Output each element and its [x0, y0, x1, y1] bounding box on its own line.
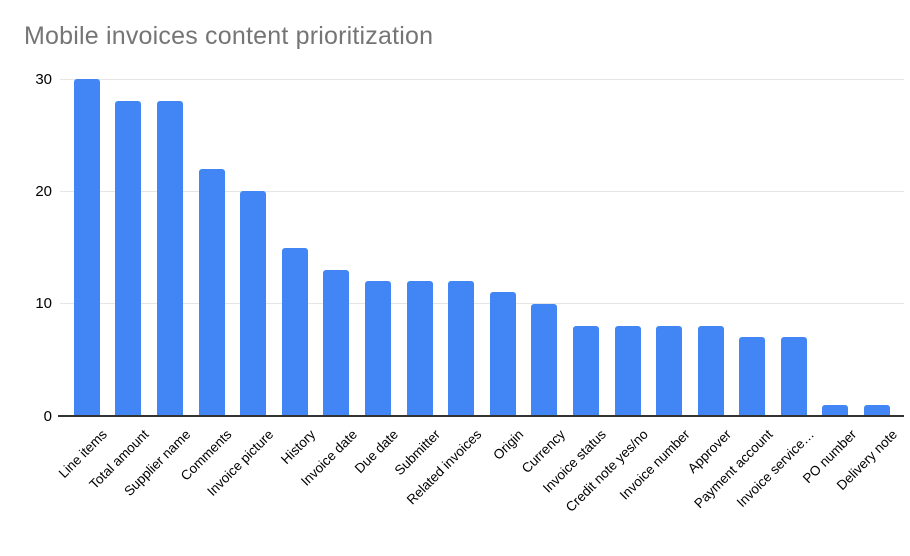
bar-slot	[316, 79, 358, 416]
bar-slot	[399, 79, 441, 416]
bar-due-date	[364, 281, 391, 416]
bar-invoice-status	[572, 326, 599, 416]
gridline-30	[60, 78, 904, 80]
bar-slot	[607, 79, 649, 416]
bar-slot	[357, 79, 399, 416]
bar-slot	[108, 79, 150, 416]
x-axis-line	[58, 415, 904, 417]
bar-total-amount	[115, 101, 142, 416]
bar-slot	[773, 79, 815, 416]
bar-related-invoices	[448, 281, 475, 416]
bar-history	[281, 247, 308, 416]
bar-slot	[815, 79, 857, 416]
bar-slot	[565, 79, 607, 416]
bar-slot	[66, 79, 108, 416]
bar-invoice-number	[656, 326, 683, 416]
x-tick-label: Related invoices	[403, 426, 485, 508]
bar-slot	[648, 79, 690, 416]
bar-comments	[198, 168, 225, 416]
bar-slot	[732, 79, 774, 416]
bar-area	[66, 79, 898, 416]
bar-delivery-note	[864, 404, 891, 416]
bar-credit-note-yes-no	[614, 326, 641, 416]
bar-currency	[531, 303, 558, 416]
bar-invoice-service	[780, 337, 807, 416]
bar-slot	[232, 79, 274, 416]
bar-origin	[489, 292, 516, 416]
bar-slot	[482, 79, 524, 416]
bar-po-number	[822, 404, 849, 416]
bar-slot	[274, 79, 316, 416]
bar-submitter	[406, 281, 433, 416]
bar-slot	[690, 79, 732, 416]
bar-approver	[697, 326, 724, 416]
bar-slot	[856, 79, 898, 416]
chart-title: Mobile invoices content prioritization	[24, 22, 434, 50]
y-tick-label-10: 10	[35, 295, 52, 313]
bar-slot	[440, 79, 482, 416]
bar-invoice-date	[323, 269, 350, 416]
bar-slot	[524, 79, 566, 416]
plot-area	[58, 78, 904, 417]
bar-payment-account	[739, 337, 766, 416]
bar-supplier-name	[156, 101, 183, 416]
y-tick-label-30: 30	[35, 70, 52, 88]
bar-line-items	[73, 79, 100, 416]
bar-slot	[149, 79, 191, 416]
gridline-20	[60, 190, 904, 192]
y-tick-label-0: 0	[43, 407, 52, 425]
gridline-10	[60, 303, 904, 305]
x-tick-label: Origin	[490, 426, 527, 463]
y-tick-label-20: 20	[35, 182, 52, 200]
bar-invoice-picture	[240, 191, 267, 416]
bar-slot	[191, 79, 233, 416]
